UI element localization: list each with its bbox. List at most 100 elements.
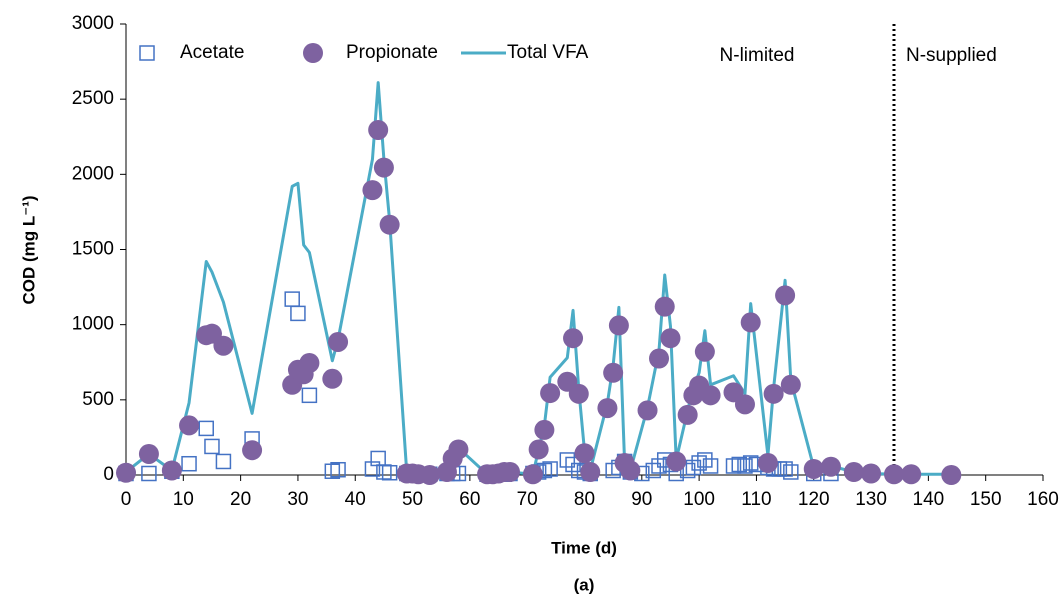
legend-label: Acetate <box>180 42 244 63</box>
circle-marker <box>368 119 389 140</box>
x-tick-label: 10 <box>173 489 194 510</box>
x-tick-label: 30 <box>287 489 308 510</box>
y-tick-label: 2500 <box>72 88 114 109</box>
circle-marker <box>620 460 641 481</box>
x-tick-label: 60 <box>459 489 480 510</box>
circle-marker <box>843 461 864 482</box>
square-marker <box>381 464 398 481</box>
square-marker <box>651 458 667 474</box>
square-marker <box>324 463 341 479</box>
circle-marker <box>757 452 778 473</box>
square-marker <box>691 455 707 471</box>
circle-marker <box>603 362 624 383</box>
circle-marker <box>373 157 394 178</box>
circle-marker <box>700 385 721 406</box>
y-tick-label: 1500 <box>72 239 114 260</box>
x-tick-label: 90 <box>631 489 652 510</box>
square-marker <box>645 462 662 479</box>
circle-marker <box>299 353 320 374</box>
y-tick-label: 500 <box>82 389 114 410</box>
square-marker <box>777 461 793 477</box>
x-tick-label: 100 <box>683 489 715 510</box>
caption: (a) <box>574 575 595 594</box>
circle-marker <box>362 180 383 201</box>
circle-marker <box>528 439 549 460</box>
circle-marker <box>803 458 824 479</box>
legend-swatch <box>303 43 323 63</box>
annotation: N-supplied <box>906 45 997 66</box>
square-marker <box>697 452 713 468</box>
square-marker <box>742 455 759 471</box>
circle-marker <box>161 460 182 481</box>
square-marker <box>284 291 300 307</box>
circle-marker <box>568 383 589 404</box>
square-marker <box>731 456 747 473</box>
circle-marker <box>694 341 715 362</box>
square-marker <box>364 461 381 477</box>
circle-marker <box>138 443 159 464</box>
circle-marker <box>666 451 687 472</box>
square-marker <box>141 465 157 482</box>
x-tick-label: 160 <box>1027 489 1059 510</box>
x-tick-label: 120 <box>798 489 830 510</box>
circle-marker <box>608 315 629 336</box>
circle-marker <box>740 312 761 333</box>
square-marker <box>725 458 742 474</box>
circle-marker <box>534 419 555 440</box>
circle-marker <box>649 348 670 369</box>
square-marker <box>370 450 386 467</box>
x-tick-label: 110 <box>741 489 771 510</box>
circle-marker <box>763 383 784 404</box>
square-marker <box>783 464 799 480</box>
square-marker <box>737 458 753 474</box>
square-marker <box>702 458 719 474</box>
y-axis-title: COD (mg L⁻¹) <box>19 195 38 304</box>
square-marker <box>204 438 220 455</box>
y-tick-label: 2000 <box>72 163 114 184</box>
legend-swatch <box>139 45 155 61</box>
square-marker <box>376 464 392 480</box>
circle-marker <box>419 465 440 485</box>
x-tick-label: 50 <box>402 489 423 510</box>
series-line <box>125 81 952 476</box>
circle-marker <box>116 462 136 483</box>
circle-marker <box>861 463 882 484</box>
circle-marker <box>179 415 200 436</box>
circle-marker <box>597 398 618 419</box>
y-tick-label: 3000 <box>72 13 114 34</box>
circle-marker <box>775 285 796 306</box>
circle-marker <box>499 461 520 482</box>
square-marker <box>290 305 306 322</box>
x-tick-label: 0 <box>121 489 132 510</box>
x-tick-label: 130 <box>855 489 887 510</box>
circle-marker <box>379 214 400 235</box>
circle-marker <box>941 465 962 485</box>
x-tick-label: 70 <box>517 489 538 510</box>
x-tick-label: 140 <box>913 489 945 510</box>
square-marker <box>559 452 576 468</box>
y-tick-label: 1000 <box>72 314 114 335</box>
legend-label: Total VFA <box>507 42 589 63</box>
circle-marker <box>677 404 698 425</box>
x-tick-label: 150 <box>970 489 1002 510</box>
circle-marker <box>328 331 349 352</box>
x-tick-label: 80 <box>574 489 595 510</box>
circle-marker <box>213 335 234 356</box>
square-marker <box>198 420 214 437</box>
circle-marker <box>901 464 922 485</box>
circle-marker <box>580 461 601 482</box>
square-marker <box>330 461 346 478</box>
x-tick-label: 20 <box>230 489 251 510</box>
square-marker <box>181 455 197 472</box>
annotation: N-limited <box>720 45 795 66</box>
circle-marker <box>820 456 841 477</box>
legend-label: Propionate <box>346 42 438 63</box>
circle-marker <box>734 394 755 415</box>
circle-marker <box>883 464 904 485</box>
circle-marker <box>780 374 801 395</box>
circle-marker <box>660 328 681 349</box>
circle-marker <box>540 383 561 404</box>
x-tick-label: 40 <box>345 489 366 510</box>
